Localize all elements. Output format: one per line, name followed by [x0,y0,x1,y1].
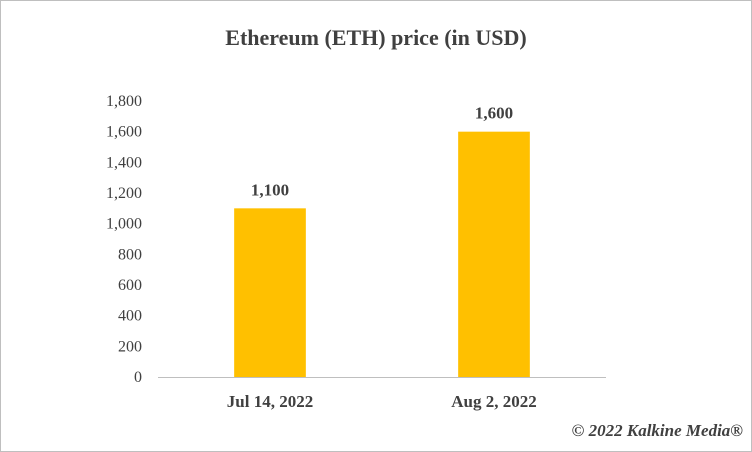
y-tick-label: 0 [134,369,142,386]
bar [458,131,530,377]
chart-title: Ethereum (ETH) price (in USD) [225,25,527,50]
y-tick-label: 800 [118,246,142,263]
y-tick-label: 600 [118,277,142,294]
y-tick-label: 400 [118,308,142,325]
y-tick-label: 200 [118,338,142,355]
y-tick-label: 1,400 [106,154,142,171]
x-category-label: Jul 14, 2022 [227,392,313,411]
x-category-label: Aug 2, 2022 [451,392,536,411]
y-tick-label: 1,200 [106,185,142,202]
y-tick-label: 1,800 [106,93,142,110]
copyright-notice: © 2022 Kalkine Media® [571,421,743,440]
y-tick-label: 1,600 [106,124,142,141]
data-label: 1,100 [251,180,289,199]
bar [234,208,306,377]
y-tick-label: 1,000 [106,216,142,233]
data-label: 1,600 [475,104,513,123]
